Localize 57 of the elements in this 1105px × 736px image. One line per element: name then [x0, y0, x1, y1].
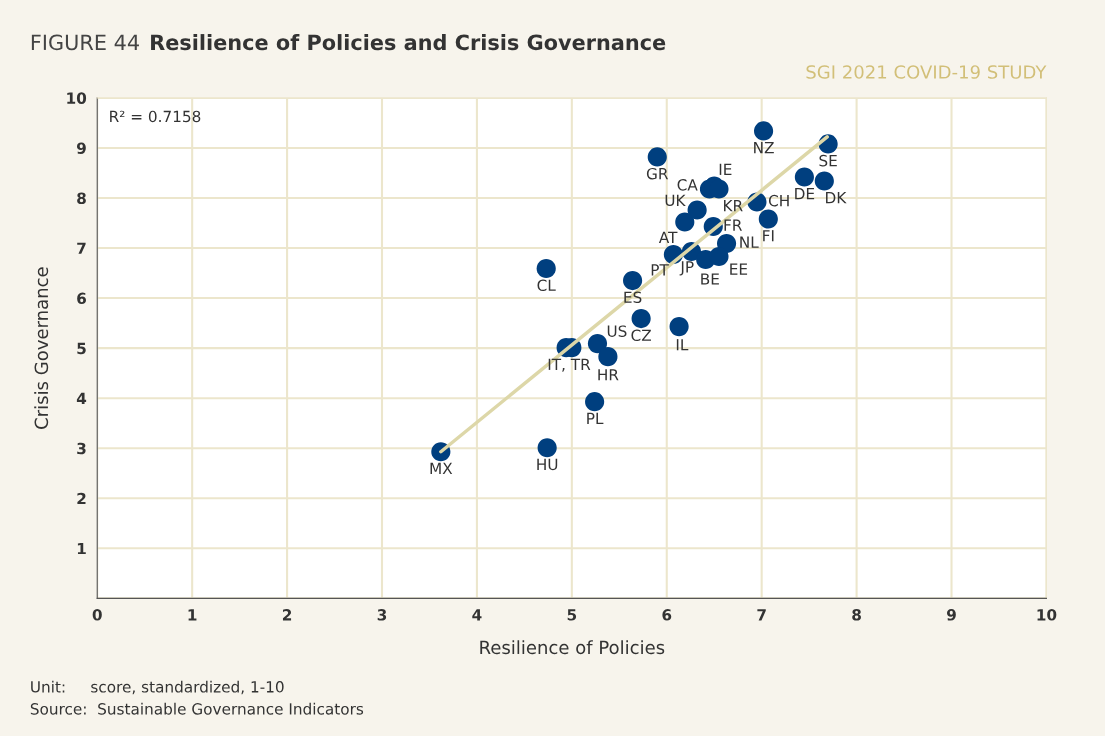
annotation: US [607, 325, 627, 337]
x-tick-label: 3 [377, 609, 387, 621]
source-note: Source: Sustainable Governance Indicators [30, 702, 364, 715]
y-tick-label: 10 [67, 92, 87, 104]
annotation: GR [646, 167, 669, 180]
annotation: AT [658, 231, 678, 243]
y-axis-title: Crisis Governance [34, 267, 49, 429]
chart-subtitle: SGI 2021 COVID-19 STUDY [806, 65, 1047, 79]
annotation: PT [651, 264, 669, 276]
annotation: DE [795, 188, 815, 200]
y-tick-label: 7 [77, 242, 86, 254]
annotation: CA [677, 179, 698, 191]
chart-title: Resilience of Policies and Crisis Governance [151, 34, 666, 51]
annotation: PL [587, 412, 604, 424]
x-tick-label: 2 [282, 609, 292, 621]
annotation: EE [730, 263, 748, 275]
annotation: KR [724, 200, 743, 212]
x-tick-label: 9 [946, 609, 956, 621]
annotation: FI [763, 230, 774, 242]
x-tick-label: 7 [757, 609, 766, 621]
annotation: IT, TR [548, 358, 591, 372]
y-tick-label: 6 [77, 292, 86, 305]
x-tick-label: 8 [852, 609, 861, 621]
x-tick-label: 6 [662, 609, 672, 621]
annotation: ES [624, 291, 642, 304]
annotation: NZ [754, 142, 774, 154]
y-tick-label: 4 [76, 392, 87, 404]
y-tick-label: 2 [77, 492, 86, 505]
x-axis-title: Resilience of Policies [480, 640, 665, 655]
annotation: NL [740, 236, 759, 248]
x-tick-label: 10 [1037, 609, 1057, 621]
annotation: HU [537, 458, 558, 471]
annotation: CZ [631, 329, 652, 342]
annotation: FR [724, 219, 742, 231]
annotation: CL [537, 279, 556, 292]
text: Unit: score, standardized, 1-10 [31, 680, 284, 695]
x-tick-label: 5 [567, 609, 577, 621]
annotation: R² = 0.7158 [110, 110, 201, 123]
annotation: IE [719, 163, 732, 175]
annotation: CH [768, 194, 789, 207]
annotation: BE [701, 273, 719, 285]
annotation: IL [676, 339, 689, 351]
annotation: UK [665, 194, 686, 207]
y-tick-label: 9 [76, 142, 86, 154]
y-tick-label: 5 [77, 342, 86, 355]
x-tick-label: 1 [188, 609, 197, 621]
annotation: MX [430, 462, 453, 474]
annotation: HR [598, 369, 619, 381]
y-tick-label: 8 [77, 192, 86, 205]
annotation: SE [819, 154, 837, 167]
y-tick-label: 1 [77, 542, 86, 555]
x-tick-label: 4 [472, 609, 482, 621]
x-tick-label: 0 [92, 609, 102, 621]
caption: FIGURE 44 [31, 34, 139, 51]
annotation: DK [826, 192, 847, 204]
annotation: JP [679, 261, 694, 276]
y-tick-label: 3 [77, 442, 86, 455]
